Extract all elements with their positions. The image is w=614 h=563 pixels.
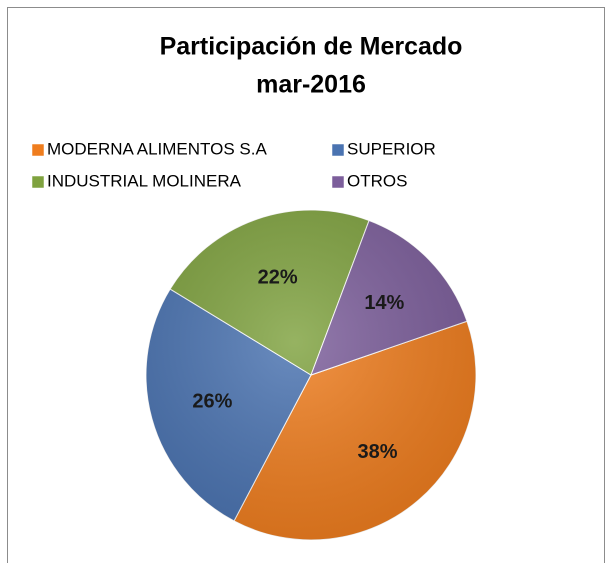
chart-subtitle: mar-2016: [256, 71, 366, 99]
legend-swatch: [331, 175, 345, 189]
data-label: 22%: [258, 267, 298, 289]
legend-swatch: [31, 143, 45, 157]
data-label: 26%: [192, 390, 232, 412]
legend-label: INDUSTRIAL MOLINERA: [47, 171, 242, 190]
legend-label: MODERNA ALIMENTOS S.A: [47, 139, 267, 158]
chart-title: Participación de Mercado: [160, 33, 463, 61]
data-label: 14%: [364, 292, 404, 314]
legend-label: SUPERIOR: [347, 139, 436, 158]
data-label: 38%: [358, 441, 398, 463]
legend-swatch: [331, 143, 345, 157]
legend-label: OTROS: [347, 171, 407, 190]
legend-swatch: [31, 175, 45, 189]
